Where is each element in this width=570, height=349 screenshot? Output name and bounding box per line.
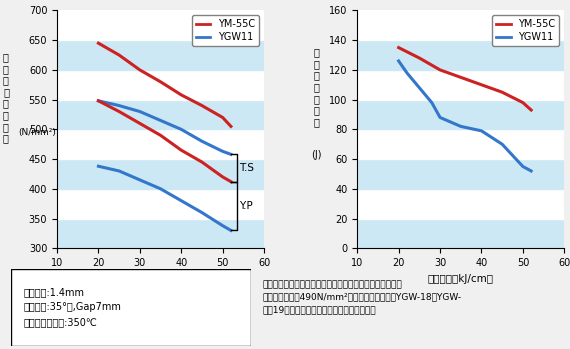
Text: (J): (J) xyxy=(311,150,321,160)
Legend: YM-55C, YGW11: YM-55C, YGW11 xyxy=(492,15,559,46)
Text: T.S: T.S xyxy=(239,163,254,173)
Legend: YM-55C, YGW11: YM-55C, YGW11 xyxy=(192,15,259,46)
Bar xyxy=(357,99,564,129)
Bar xyxy=(357,159,564,189)
X-axis label: 溶接入熱（kJ/cm）: 溶接入熱（kJ/cm） xyxy=(428,274,494,283)
Bar xyxy=(357,70,564,99)
Bar xyxy=(357,189,564,218)
Text: 引
張
強
 さ
・
降
伏
点: 引 張 強 さ ・ 降 伏 点 xyxy=(1,52,10,143)
Bar xyxy=(357,129,564,159)
Text: 吸
収
エ
ネ
ル
ギ
ー: 吸 収 エ ネ ル ギ ー xyxy=(314,47,319,127)
Text: ワイヤ径:1.4mm
開先形状:35°レ,Gap7mm
最高パス間温度:350℃: ワイヤ径:1.4mm 開先形状:35°レ,Gap7mm 最高パス間温度:350℃ xyxy=(23,287,121,327)
FancyBboxPatch shape xyxy=(11,269,251,346)
Bar xyxy=(357,10,564,40)
Bar xyxy=(357,40,564,70)
Bar xyxy=(357,218,564,248)
X-axis label: 溶接入熱（kJ/cm）: 溶接入熱（kJ/cm） xyxy=(128,274,194,283)
Bar xyxy=(57,129,264,159)
Bar xyxy=(57,218,264,248)
Bar xyxy=(57,159,264,189)
Text: (N/mm²): (N/mm²) xyxy=(18,128,56,137)
Text: Y.P: Y.P xyxy=(239,201,253,211)
Bar xyxy=(57,99,264,129)
Bar xyxy=(57,70,264,99)
Bar xyxy=(57,10,264,40)
Text: 注）全国鉄構工業協会の「建築鉄骨溶接構造の性能評価基
　　準」では，490N/mm²級のコラム溶接ではYGW-18かYGW-
　　19を使用することが規定されて: 注）全国鉄構工業協会の「建築鉄骨溶接構造の性能評価基 準」では，490N/mm²… xyxy=(262,280,461,314)
Bar xyxy=(57,40,264,70)
Bar xyxy=(57,189,264,218)
